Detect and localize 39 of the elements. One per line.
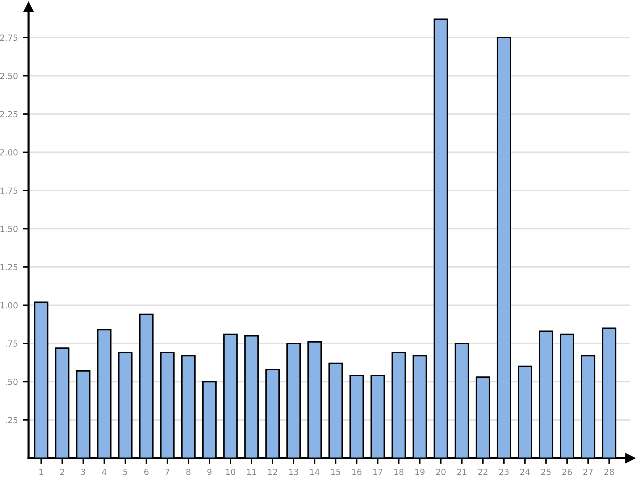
y-tick-label: 1.00 [0, 302, 18, 309]
x-tick-label: 14 [310, 469, 320, 476]
x-tick-label: 13 [289, 468, 298, 476]
x-tick-label: 25 [542, 468, 551, 476]
x-tick-label: 22 [478, 468, 488, 476]
x-tick-label: 2 [60, 468, 64, 476]
x-tick-label: 4 [102, 469, 107, 476]
x-tick-label: 5 [124, 469, 128, 476]
y-tick-label: 2.50 [0, 73, 18, 80]
y-tick-label: 1.50 [0, 226, 18, 232]
x-tick-label: 9 [208, 468, 212, 476]
y-tick-label: 2.25 [0, 111, 18, 118]
x-tick-label: 11 [247, 469, 256, 476]
x-tick-label: 1 [40, 469, 44, 476]
x-tick-label: 20 [436, 468, 446, 476]
x-tick-label: 3 [81, 468, 86, 476]
x-tick-label: 15 [332, 469, 340, 476]
x-tick-label: 8 [186, 468, 191, 476]
x-tick-label: 26 [562, 468, 572, 476]
y-tick-label: .25 [6, 417, 18, 424]
x-tick-label: 17 [374, 469, 383, 476]
x-tick-label: 10 [226, 468, 236, 476]
x-tick-label: 28 [604, 468, 614, 476]
y-tick-label: 1.75 [0, 188, 18, 194]
x-tick-label: 19 [416, 468, 425, 476]
x-tick-label: 6 [144, 468, 149, 476]
y-tick-label: 2.75 [0, 34, 18, 42]
x-tick-label: 27 [584, 468, 593, 476]
x-tick-label: 18 [394, 468, 404, 476]
y-tick-label: 2.00 [0, 149, 18, 156]
x-tick-label: 7 [166, 469, 170, 476]
x-tick-label: 16 [352, 468, 362, 476]
y-tick-label: 1.25 [0, 264, 18, 270]
x-tick-label: 24 [520, 468, 530, 476]
x-tick-label: 23 [500, 468, 509, 476]
y-tick-label: .50 [6, 378, 18, 386]
x-tick-label: 21 [457, 468, 467, 476]
y-tick-label: .75 [6, 340, 18, 347]
x-tick-label: 12 [268, 468, 278, 476]
